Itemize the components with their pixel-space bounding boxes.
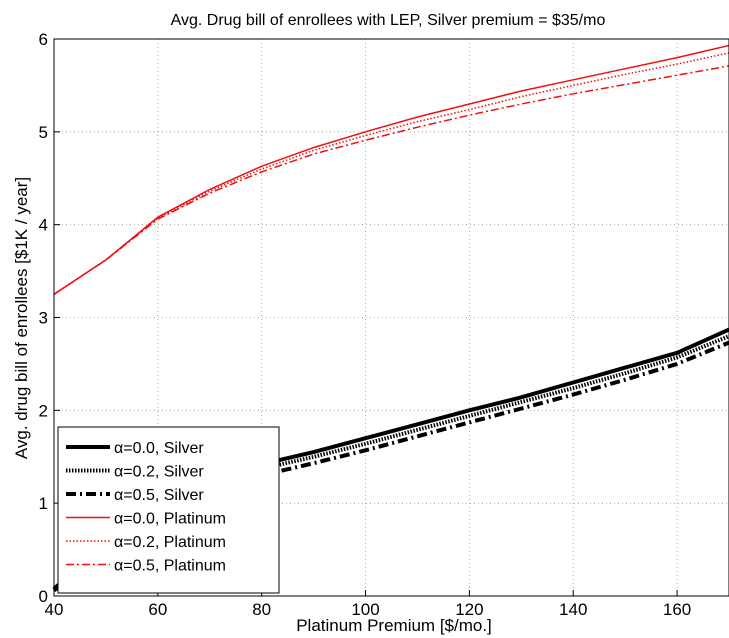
y-tick-label: 6 — [39, 30, 48, 49]
y-tick-label: 5 — [39, 123, 48, 142]
y-tick-labels: 0 1 2 3 4 5 6 — [39, 30, 60, 606]
legend-entry: α=0.5, Silver — [114, 487, 204, 504]
legend-entry: α=0.2, Silver — [114, 464, 204, 481]
legend-entry: α=0.0, Silver — [114, 440, 204, 457]
legend-entry: α=0.2, Platinum — [114, 534, 226, 551]
y-tick-label: 1 — [39, 494, 48, 513]
x-tick-label: 120 — [455, 600, 483, 619]
series-line — [53, 44, 729, 295]
x-tick-label: 40 — [45, 600, 64, 619]
y-tick-label: 2 — [39, 401, 48, 420]
series-line — [52, 340, 729, 592]
y-tick-label: 4 — [39, 216, 48, 235]
x-tick-label: 140 — [559, 600, 587, 619]
x-tick-label: 80 — [252, 600, 271, 619]
x-tick-label: 60 — [148, 600, 167, 619]
x-tick-labels: 40 60 80 100 120 140 160 — [45, 590, 691, 619]
legend-entry: α=0.5, Platinum — [114, 558, 226, 575]
x-tick-label: 100 — [351, 600, 379, 619]
y-axis-label: Avg. drug bill of enrollees [$1K / year] — [12, 177, 31, 459]
series-line — [53, 65, 729, 295]
y-tick-label: 3 — [39, 309, 48, 328]
series-line — [53, 52, 729, 295]
legend-box — [57, 426, 280, 594]
x-axis-label: Platinum Premium [$/mo.] — [296, 616, 492, 635]
legend-entry: α=0.0, Platinum — [114, 511, 226, 528]
y-tick-label: 0 — [39, 587, 48, 606]
legend: α=0.0, Silver α=0.2, Silver α=0.5, Silver α… — [57, 426, 280, 594]
x-tick-label: 160 — [663, 600, 691, 619]
chart-title: Avg. Drug bill of enrollees with LEP, Si… — [171, 12, 606, 29]
